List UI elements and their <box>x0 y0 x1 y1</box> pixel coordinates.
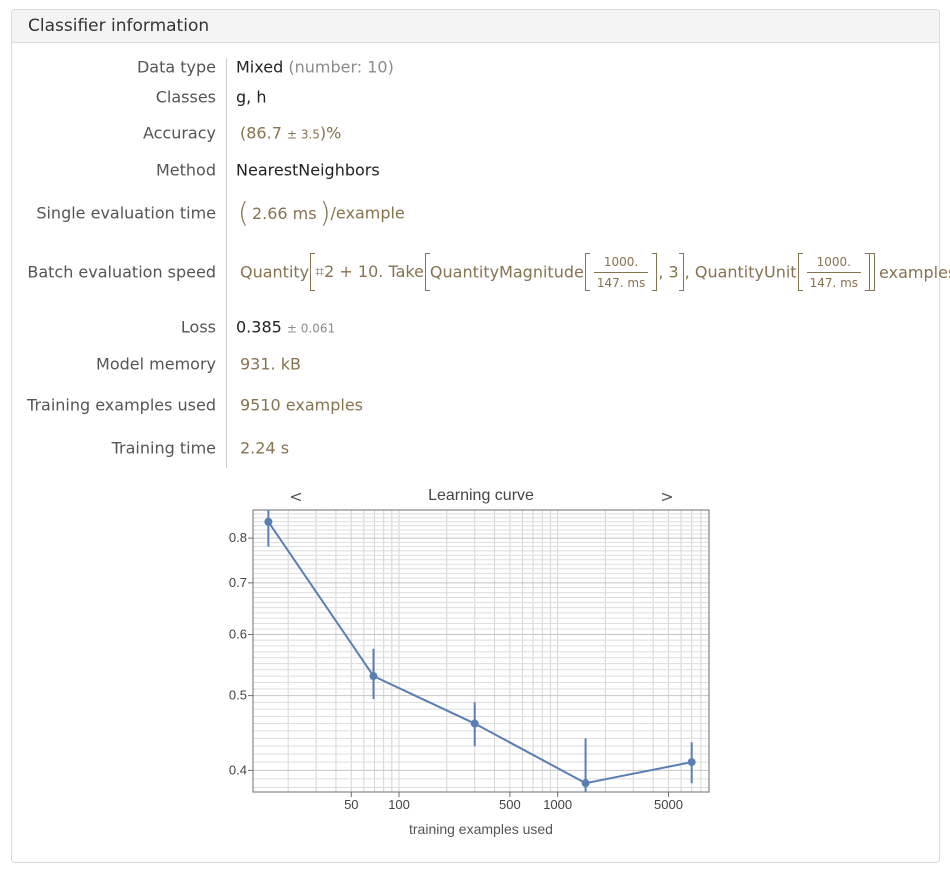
bracket-open <box>424 253 430 291</box>
series-group <box>264 510 696 792</box>
accuracy-label: Accuracy <box>142 123 216 143</box>
bracket-close <box>865 253 871 291</box>
data-type-value: Mixed (number: 10) <box>236 58 394 77</box>
fraction-numerator: 1000. <box>593 255 649 273</box>
batch-speed-value: Quantity ⌗2 + 10. Take QuantityMagnitude 10… <box>240 253 950 291</box>
bracket-open <box>797 253 803 291</box>
data-point <box>470 719 479 728</box>
single-eval-label: Single evaluation time <box>36 203 216 223</box>
accuracy-main: (86.7 <box>240 123 287 143</box>
data-point <box>369 672 378 681</box>
data-point <box>264 517 273 526</box>
fraction: 1000. 147. ms <box>806 255 862 290</box>
prev-chart-button[interactable]: < <box>289 487 302 506</box>
bracket-close <box>870 253 876 291</box>
method-value: NearestNeighbors <box>236 160 380 180</box>
training-time-label: Training time <box>111 438 216 458</box>
y-tick-label: 0.8 <box>229 530 247 545</box>
paren-close: ) <box>319 196 331 229</box>
batch-part1: Quantity <box>240 262 310 282</box>
series-line <box>267 521 692 785</box>
fraction: 1000. 147. ms <box>593 255 649 290</box>
bracket-open <box>310 253 316 291</box>
x-tick-label: 1000 <box>543 797 572 812</box>
bracket-close <box>652 253 658 291</box>
x-tick-label: 50 <box>344 797 358 812</box>
classes-value: g, h <box>236 87 267 107</box>
panel-title: Classifier information <box>12 10 939 43</box>
bracket-close <box>678 253 684 291</box>
data-type-main: Mixed <box>236 57 284 77</box>
x-tick-label: 100 <box>388 797 410 812</box>
x-axis-label: training examples used <box>409 821 553 837</box>
training-examples-value: 9510 examples <box>240 395 364 415</box>
accuracy-value: (86.7 ± 3.5)% <box>240 124 341 143</box>
batch-part4: , 3 <box>658 262 679 282</box>
batch-part3: QuantityMagnitude <box>429 262 584 282</box>
data-type-label: Data type <box>136 57 216 77</box>
batch-part2: ⌗2 + 10. Take <box>315 262 424 281</box>
loss-label: Loss <box>180 317 216 337</box>
model-memory-value: 931. kB <box>240 354 301 374</box>
model-memory-label: Model memory <box>96 354 216 374</box>
batch-part5: , QuantityUnit <box>684 262 797 282</box>
classes-label: Classes <box>155 87 216 107</box>
fraction-numerator: 1000. <box>806 255 862 273</box>
fraction-denominator: 147. ms <box>809 275 859 290</box>
batch-part6: examples <box>879 262 950 282</box>
plot-frame <box>252 509 710 793</box>
y-tick-label: 0.7 <box>229 575 247 590</box>
data-type-note: (number: 10) <box>288 57 394 77</box>
loss-main: 0.385 <box>236 317 282 337</box>
fraction-denominator: 147. ms <box>596 275 646 290</box>
loss-pm: ± 0.061 <box>286 321 336 336</box>
single-eval-value: (2.66 ms)/example <box>238 198 405 228</box>
tick-labels: 50 100 500 1000 5000 0.4 0.5 0.6 0.7 0.8 <box>229 530 683 812</box>
training-examples-label: Training examples used <box>27 395 216 415</box>
data-point <box>581 779 590 788</box>
accuracy-pm: ± 3.5 <box>286 127 320 142</box>
next-chart-button[interactable]: > <box>660 487 673 506</box>
y-tick-label: 0.6 <box>229 627 247 642</box>
paren-open: ( <box>238 196 249 229</box>
single-eval-suffix: /example <box>330 203 405 223</box>
method-label: Method <box>155 160 216 180</box>
bracket-open <box>584 253 590 291</box>
y-tick-label: 0.5 <box>229 688 247 703</box>
x-tick-label: 500 <box>499 797 521 812</box>
single-eval-main: 2.66 ms <box>251 203 317 223</box>
data-point <box>687 758 696 767</box>
series-layer <box>264 510 696 792</box>
training-time-value: 2.24 s <box>240 438 290 458</box>
chart-title: Learning curve <box>428 487 534 504</box>
batch-speed-label: Batch evaluation speed <box>27 262 216 282</box>
x-tick-label: 5000 <box>654 797 683 812</box>
y-tick-label: 0.4 <box>229 762 247 777</box>
column-divider <box>226 58 227 468</box>
chart-grid <box>253 510 709 792</box>
loss-value: 0.385 ± 0.061 <box>236 318 335 337</box>
accuracy-close: )% <box>319 123 342 143</box>
